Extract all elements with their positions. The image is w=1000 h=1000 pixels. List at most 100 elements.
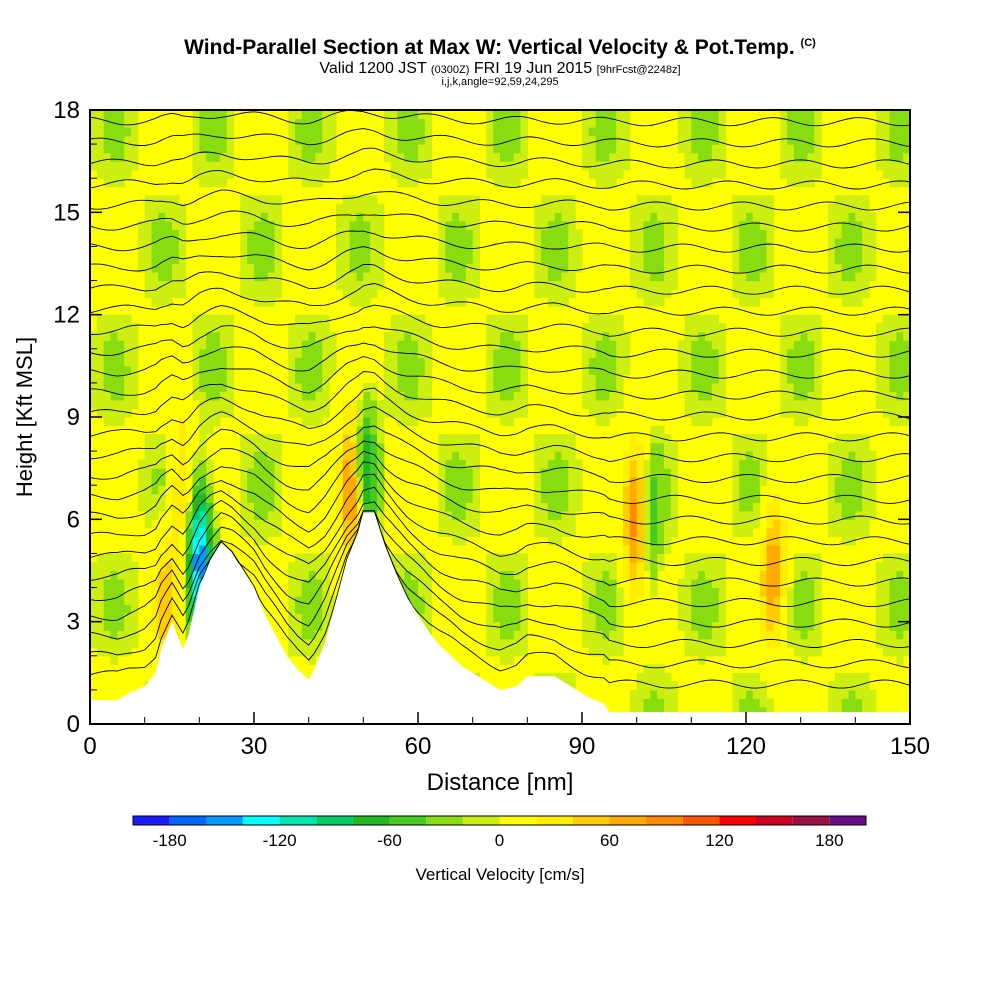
velocity-cell <box>554 195 563 205</box>
velocity-cell <box>793 331 802 341</box>
velocity-cell <box>541 451 549 461</box>
velocity-cell <box>397 110 405 120</box>
velocity-cell <box>657 502 665 512</box>
velocity-cell <box>349 468 358 478</box>
velocity-cell <box>363 391 371 401</box>
velocity-cell <box>705 135 713 145</box>
velocity-cell <box>472 510 481 520</box>
velocity-cell <box>862 229 870 239</box>
velocity-cell <box>240 229 248 239</box>
velocity-cell <box>855 263 863 273</box>
velocity-cell <box>691 613 699 623</box>
velocity-cell <box>698 169 706 179</box>
velocity-cell <box>752 698 761 708</box>
velocity-cell <box>363 255 371 265</box>
velocity-cell <box>828 246 836 256</box>
velocity-cell <box>602 314 610 324</box>
velocity-cell <box>315 127 323 137</box>
velocity-cell <box>199 570 207 580</box>
velocity-cell <box>698 331 706 341</box>
velocity-cell <box>213 135 221 145</box>
velocity-cell <box>424 365 433 375</box>
velocity-cell <box>759 570 768 580</box>
velocity-cell <box>848 519 856 529</box>
velocity-cell <box>336 468 344 478</box>
velocity-cell <box>664 246 672 256</box>
valid-utc: (0300Z) <box>430 64 470 76</box>
velocity-cell <box>807 331 815 341</box>
velocity-cell <box>288 348 296 358</box>
velocity-cell <box>486 110 494 120</box>
velocity-cell <box>438 527 446 537</box>
velocity-cell <box>260 519 269 529</box>
velocity-cell <box>800 655 809 665</box>
velocity-cell <box>616 468 624 478</box>
velocity-cell <box>199 476 207 486</box>
velocity-cell <box>718 638 727 648</box>
velocity-cell <box>800 314 809 324</box>
velocity-cell <box>862 255 870 265</box>
velocity-cell <box>404 374 412 384</box>
velocity-cell <box>219 144 228 154</box>
velocity-cell <box>848 493 856 503</box>
velocity-cell <box>616 314 624 324</box>
velocity-cell <box>199 519 207 529</box>
velocity-cell <box>869 263 877 273</box>
velocity-cell <box>103 331 112 341</box>
velocity-cell <box>240 442 248 452</box>
velocity-cell <box>178 493 187 503</box>
velocity-cell <box>780 374 788 384</box>
velocity-cell <box>534 476 542 486</box>
velocity-cell <box>903 127 910 137</box>
velocity-cell <box>342 510 351 520</box>
velocity-cell <box>616 110 624 120</box>
velocity-cell <box>90 118 98 128</box>
colorbar-swatch <box>572 816 610 825</box>
velocity-cell <box>807 604 815 614</box>
velocity-cell <box>308 408 317 418</box>
velocity-cell <box>711 118 720 128</box>
velocity-cell <box>165 579 173 589</box>
colorbar-swatch <box>829 816 866 825</box>
velocity-cell <box>623 510 631 520</box>
velocity-cell <box>595 647 604 657</box>
velocity-cell <box>875 630 884 640</box>
velocity-cell <box>404 110 412 120</box>
velocity-cell <box>411 314 419 324</box>
velocity-cell <box>828 527 836 537</box>
velocity-cell <box>848 698 856 708</box>
velocity-cell <box>800 357 809 367</box>
velocity-cell <box>377 246 385 256</box>
velocity-cell <box>875 613 884 623</box>
velocity-cell <box>226 169 235 179</box>
velocity-cell <box>664 468 672 478</box>
velocity-cell <box>240 263 248 273</box>
velocity-cell <box>875 152 884 162</box>
velocity-cell <box>732 689 740 699</box>
velocity-cell <box>260 220 269 230</box>
velocity-cell <box>206 118 214 128</box>
velocity-cell <box>793 579 802 589</box>
velocity-cell <box>165 553 173 563</box>
velocity-cell <box>616 399 624 409</box>
velocity-cell <box>541 434 549 444</box>
velocity-cell <box>370 468 378 478</box>
velocity-cell <box>732 220 740 230</box>
velocity-cell <box>445 502 453 512</box>
velocity-cell <box>206 357 214 367</box>
velocity-cell <box>192 135 200 145</box>
velocity-cell <box>308 587 317 597</box>
velocity-cell <box>862 272 870 282</box>
velocity-cell <box>363 442 371 452</box>
velocity-cell <box>896 144 904 154</box>
velocity-cell <box>383 365 392 375</box>
velocity-cell <box>322 613 330 623</box>
velocity-cell <box>219 374 228 384</box>
velocity-cell <box>178 246 187 256</box>
velocity-cell <box>199 502 207 512</box>
velocity-cell <box>192 323 200 333</box>
velocity-cell <box>657 553 665 563</box>
velocity-cell <box>493 647 501 657</box>
velocity-cell <box>295 630 303 640</box>
velocity-cell <box>486 570 494 580</box>
